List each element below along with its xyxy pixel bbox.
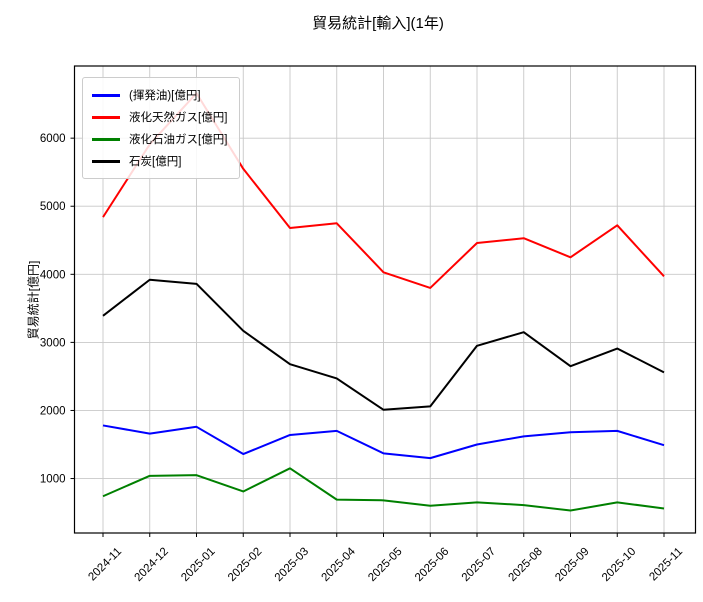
x-tick-label: 2025-03 [273, 546, 311, 584]
legend-swatch-line [92, 159, 120, 163]
legend-item: (揮発油)[億円] [92, 84, 227, 106]
legend-item: 石炭[億円] [92, 150, 227, 172]
legend-label: 石炭[億円] [129, 156, 182, 168]
legend-item: 液化天然ガス[億円] [92, 106, 227, 128]
x-tick-label: 2025-10 [600, 546, 638, 584]
legend-label: (揮発油)[億円] [129, 90, 201, 102]
y-tick-label: 2000 [40, 405, 66, 417]
legend-swatch-line [92, 137, 120, 141]
y-tick-label: 1000 [40, 474, 66, 486]
series-line-2 [102, 467, 665, 512]
x-tick-label: 2025-06 [413, 546, 451, 584]
legend-label: 液化石油ガス[億円] [129, 134, 228, 146]
legend-item: 液化石油ガス[億円] [92, 128, 227, 150]
y-tick-label: 3000 [40, 337, 66, 349]
legend: (揮発油)[億円] 液化天然ガス[億円] 液化石油ガス[億円] 石炭[億円] [82, 77, 241, 179]
chart-title: 貿易統計[輸入](1年) [312, 15, 444, 32]
series-line-3 [102, 278, 665, 411]
legend-swatch-line [92, 93, 120, 97]
series-line-0 [102, 424, 665, 460]
x-tick-label: 2025-08 [507, 546, 545, 584]
x-tick-label: 2024-12 [133, 546, 171, 584]
legend-swatch-line [92, 115, 120, 119]
y-tick-label: 6000 [40, 133, 66, 145]
x-tick-label: 2025-09 [553, 546, 591, 584]
legend-label: 液化天然ガス[億円] [129, 112, 228, 124]
x-tick-label: 2025-07 [460, 546, 498, 584]
axes-spines [73, 65, 697, 534]
x-tick-label: 2024-11 [86, 546, 124, 584]
y-tick-label: 5000 [40, 201, 66, 213]
x-tick-label: 2025-04 [320, 545, 359, 584]
x-tick-label: 2025-11 [647, 546, 685, 584]
x-tick-label: 2025-05 [366, 546, 404, 584]
x-tick-label: 2025-01 [179, 546, 217, 584]
x-tick-label: 2025-02 [226, 546, 264, 584]
y-tick-label: 4000 [40, 269, 66, 281]
